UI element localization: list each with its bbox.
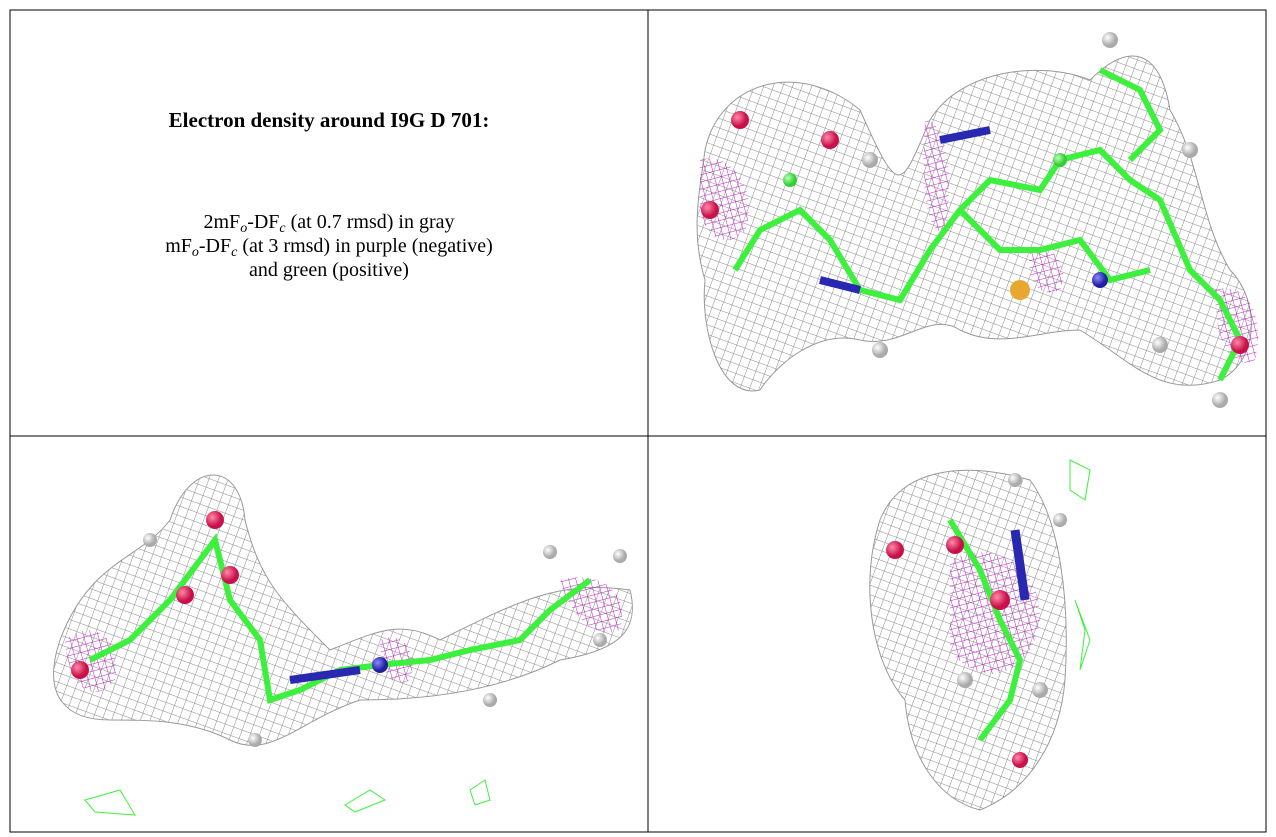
text: 2mF bbox=[203, 211, 241, 233]
legend-line: and green (positive) bbox=[10, 258, 648, 282]
text: (at 0.7 rmsd) in gray bbox=[285, 211, 455, 233]
subscript: c bbox=[279, 221, 286, 236]
legend-line: mFo-DFc (at 3 rmsd) in purple (negative) bbox=[10, 234, 648, 260]
subscript: o bbox=[240, 221, 248, 236]
legend-text: 2mFo-DFc (at 0.7 rmsd) in gray mFo-DFc (… bbox=[10, 210, 648, 282]
text: -DF bbox=[247, 211, 280, 233]
text-cell: Electron density around I9G D 701: 2mFo-… bbox=[10, 10, 648, 436]
subscript: o bbox=[191, 245, 199, 260]
subscript: c bbox=[231, 245, 238, 260]
density-image-bottom-left bbox=[53, 474, 633, 816]
text: mF bbox=[165, 235, 192, 257]
text: (at 3 rmsd) in purple (negative) bbox=[237, 235, 493, 257]
legend-line: 2mFo-DFc (at 0.7 rmsd) in gray bbox=[10, 210, 648, 236]
text: -DF bbox=[198, 235, 232, 257]
density-image-bottom-right bbox=[869, 459, 1091, 811]
table-border bbox=[9, 9, 1267, 833]
density-image-top-right bbox=[696, 32, 1259, 408]
text: and green (positive) bbox=[249, 259, 409, 281]
cell-title: Electron density around I9G D 701: bbox=[168, 108, 490, 132]
